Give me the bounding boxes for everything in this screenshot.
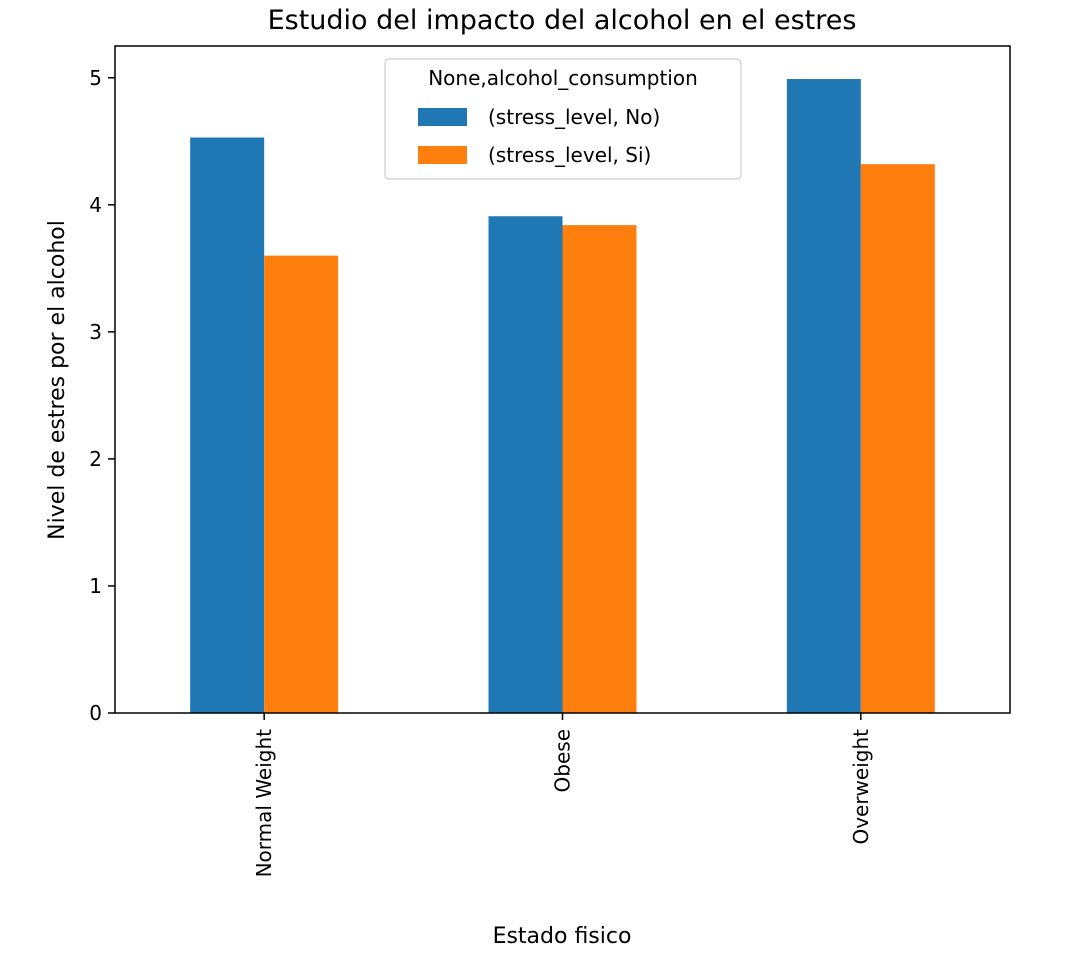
bar-overweight-series-2 [860,164,935,713]
x-tick-label: Overweight [849,729,873,845]
y-tick-label: 0 [89,701,102,725]
bar-normal-weight-series-2 [264,255,339,713]
y-axis-label: Nivel de estres por el alcohol [45,220,70,540]
y-tick-label: 2 [89,447,102,471]
bar-obese-series-1 [488,216,563,713]
y-axis: 0 1 2 3 4 5 [89,66,115,725]
legend-frame [384,58,742,180]
x-axis: Normal Weight Obese Overweight [252,713,873,877]
y-tick-label: 4 [89,193,102,217]
y-tick-label: 5 [89,66,102,90]
bars-layer [190,79,935,714]
legend: None,alcohol_consumption (stress_level, … [384,58,742,180]
legend-swatch [418,146,467,164]
bar-obese-series-2 [562,225,637,713]
legend-swatch [418,108,467,126]
y-tick-label: 1 [89,574,102,598]
x-tick-label: Normal Weight [252,729,276,878]
legend-items: (stress_level, No) (stress_level, Si) [418,105,660,167]
y-tick-label: 3 [89,320,102,344]
chart-title: Estudio del impacto del alcohol en el es… [268,5,857,36]
x-axis-label: Estado fisico [493,924,632,949]
bar-overweight-series-1 [786,79,861,714]
x-tick-label: Obese [551,729,575,792]
legend-label: (stress_level, No) [488,105,660,129]
legend-title: None,alcohol_consumption [428,66,698,90]
legend-label: (stress_level, Si) [488,143,651,167]
bar-normal-weight-series-1 [190,137,265,713]
